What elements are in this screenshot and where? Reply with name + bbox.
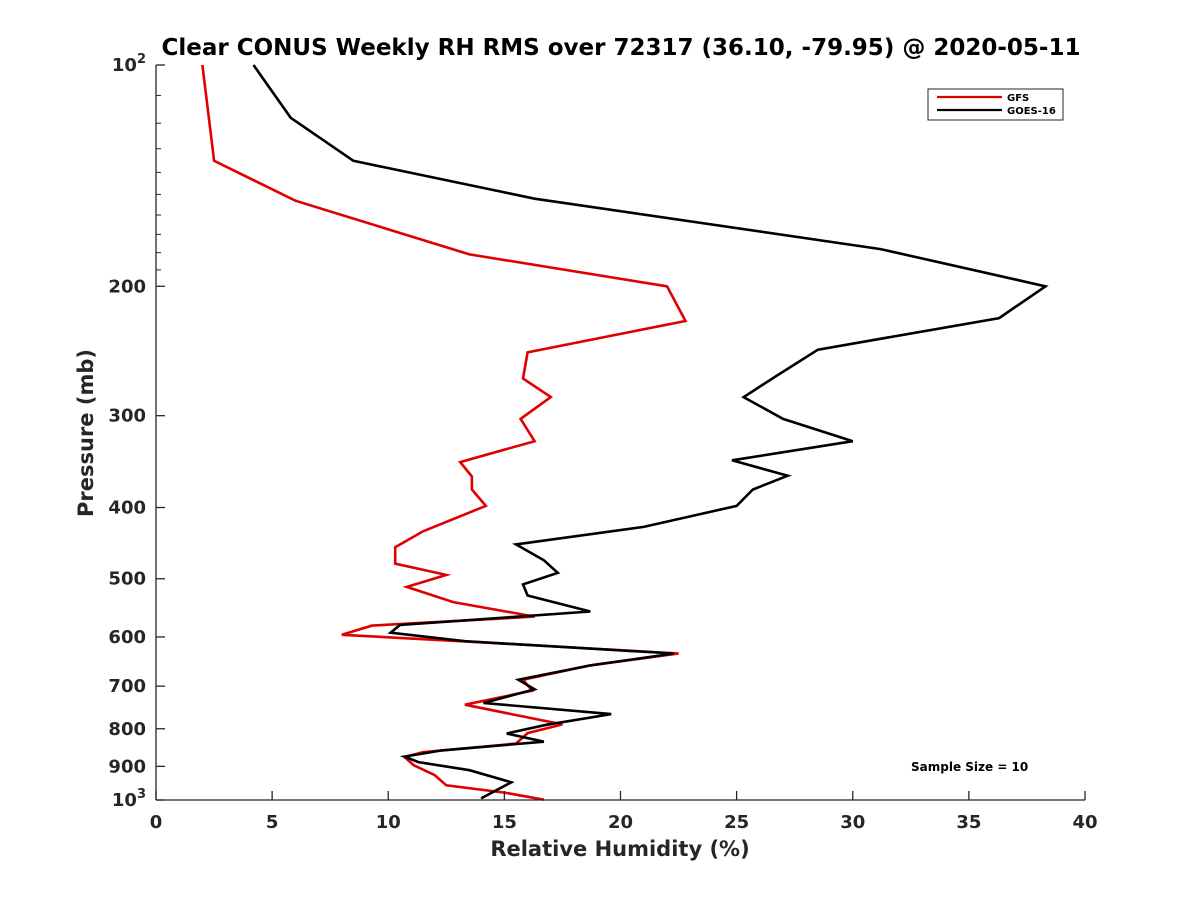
- legend: GFS GOES-16: [927, 88, 1064, 121]
- y-tick-label: 900: [108, 756, 146, 777]
- y-tick-label: 700: [108, 676, 146, 697]
- series-line-gfs: [201, 64, 688, 801]
- legend-label-gfs: GFS: [1007, 93, 1029, 104]
- x-axis-label: Relative Humidity (%): [490, 837, 749, 861]
- x-tick-label: 25: [724, 812, 749, 833]
- y-tick-label: 600: [108, 627, 146, 648]
- x-axis-ticks: 0 5 10 15 20 25 30 35 40: [150, 791, 1098, 833]
- series-layer: [201, 64, 1049, 801]
- y-axis-ticks: 102 200 300 400 500 600 700 800 900 103: [108, 52, 165, 811]
- x-tick-label: 20: [608, 812, 633, 833]
- x-tick-label: 30: [840, 812, 865, 833]
- y-tick-label: 102: [112, 52, 146, 76]
- legend-label-goes-16: GOES-16: [1007, 106, 1056, 117]
- y-tick-label: 200: [108, 276, 146, 297]
- y-tick-label: 500: [108, 569, 146, 590]
- x-tick-label: 15: [492, 812, 517, 833]
- legend-box: [927, 88, 1064, 121]
- x-tick-label: 0: [150, 812, 163, 833]
- series-line-goes-16: [252, 64, 1049, 800]
- sample-size-annotation: Sample Size = 10: [911, 760, 1028, 774]
- y-tick-label: 800: [108, 719, 146, 740]
- chart-title: Clear CONUS Weekly RH RMS over 72317 (36…: [162, 35, 1081, 61]
- x-tick-label: 40: [1072, 812, 1097, 833]
- y-axis-label: Pressure (mb): [74, 349, 98, 517]
- plot-area: [156, 65, 1085, 800]
- x-tick-label: 5: [266, 812, 279, 833]
- y-tick-label: 400: [108, 498, 146, 519]
- y-tick-label: 103: [112, 787, 146, 811]
- y-tick-label: 300: [108, 406, 146, 427]
- x-tick-label: 10: [376, 812, 401, 833]
- x-tick-label: 35: [956, 812, 981, 833]
